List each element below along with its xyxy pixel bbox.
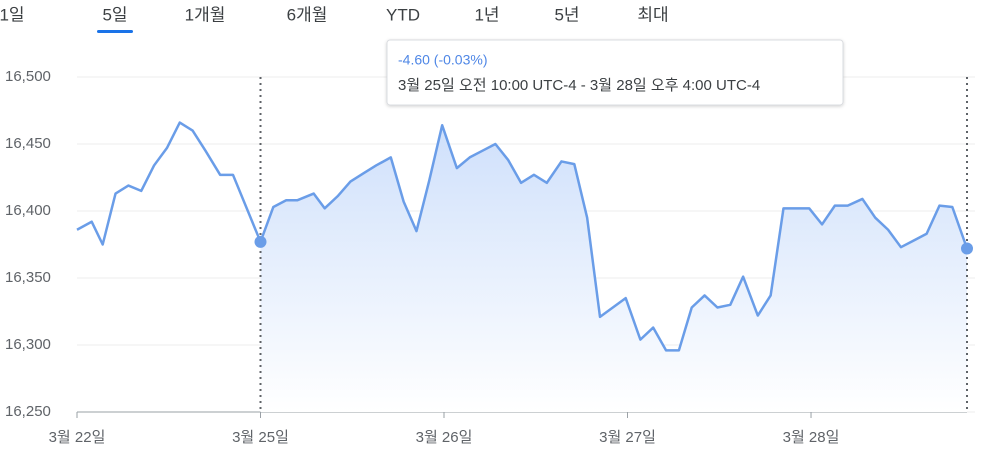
selection-marker [961,242,973,255]
x-tick-label: 3월 22일 [49,429,106,446]
y-tick-label: 16,400 [5,202,51,219]
range-tabs: 1일 5일 1개월 6개월 YTD 1년 5년 최대 [0,5,669,33]
range-tab[interactable]: 5년 [554,5,579,24]
plot [76,77,973,413]
tooltip-range: 3월 25일 오전 10:00 UTC-4 - 3월 28일 오후 4:00 U… [398,77,760,94]
price-line [76,121,969,352]
range-tab[interactable]: 1년 [474,5,499,24]
tooltip-change: -4.60 (-0.03%) [398,52,487,68]
y-tick-label: 16,350 [5,269,51,286]
y-tick-label: 16,450 [5,135,51,152]
range-tab[interactable]: YTD [386,5,420,24]
tooltip: -4.60 (-0.03%) 3월 25일 오전 10:00 UTC-4 - 3… [386,39,844,106]
y-tick-label: 16,250 [5,403,51,420]
range-tab[interactable]: 6개월 [287,5,328,24]
y-tick-label: 16,500 [5,68,51,85]
range-tab[interactable]: 5일 [102,5,127,24]
selection-marker [254,235,267,248]
selection-area [260,125,968,413]
range-tab[interactable]: 1개월 [185,5,226,24]
x-tick-label: 3월 27일 [599,429,656,446]
x-tick-label: 3월 28일 [783,429,840,446]
selected-tab-indicator [97,30,133,33]
x-tick-label: 3월 25일 [232,429,289,446]
tooltip-box [386,39,844,106]
y-tick-label: 16,300 [5,336,51,353]
range-tab[interactable]: 1일 [0,5,25,24]
x-tick-label: 3월 26일 [416,429,473,446]
range-tab[interactable]: 최대 [637,5,668,24]
